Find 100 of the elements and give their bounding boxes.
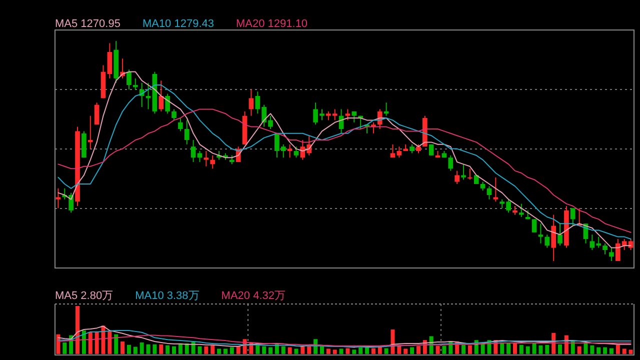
candlestick	[158, 80, 164, 112]
bar	[191, 342, 196, 354]
candlestick	[493, 176, 498, 202]
candlestick	[184, 120, 190, 145]
bar	[404, 348, 408, 354]
bar	[371, 348, 376, 354]
bar	[268, 347, 273, 354]
bar	[230, 347, 234, 354]
bar	[172, 346, 176, 354]
candlestick	[371, 122, 376, 134]
bar	[94, 332, 99, 354]
bar	[590, 345, 594, 354]
text: MA20 4.32万	[221, 290, 286, 302]
candlestick	[94, 102, 100, 126]
bar	[210, 345, 215, 354]
bar	[410, 347, 414, 354]
candlestick	[461, 164, 466, 180]
candlestick	[204, 150, 209, 167]
bar	[262, 346, 266, 354]
candlestick	[178, 118, 183, 132]
bar	[442, 346, 446, 354]
bar	[184, 343, 189, 354]
bar	[622, 348, 626, 354]
bar	[346, 348, 350, 354]
bar	[281, 346, 286, 354]
candlestick	[390, 144, 396, 158]
bar	[326, 348, 330, 354]
candlestick	[172, 108, 176, 121]
bar	[436, 346, 440, 354]
bar	[166, 345, 170, 354]
candlestick	[532, 218, 537, 233]
bar	[288, 347, 292, 354]
candlestick	[486, 186, 492, 200]
candlestick	[538, 223, 544, 244]
candlestick	[210, 154, 216, 170]
text: MA5 1270.95	[55, 18, 120, 30]
bar	[332, 350, 337, 354]
bar	[616, 344, 620, 354]
bar	[506, 342, 511, 354]
bar	[62, 342, 67, 354]
text: MA5 2.80万	[55, 290, 114, 302]
bar	[512, 342, 517, 354]
candlestick	[197, 150, 202, 162]
candlestick	[519, 203, 524, 218]
candlestick	[558, 223, 562, 246]
bar	[596, 347, 601, 354]
bar	[462, 344, 466, 354]
bar	[358, 347, 363, 354]
bar	[570, 342, 575, 354]
bar	[217, 348, 222, 354]
bar	[76, 306, 80, 354]
text: MA10 1279.43	[142, 18, 214, 30]
candlestick	[551, 214, 556, 262]
candlestick	[448, 154, 454, 172]
text: MA20 1291.10	[236, 18, 308, 30]
bar	[300, 346, 305, 354]
candlestick	[88, 115, 93, 150]
bar	[204, 346, 208, 354]
bar	[532, 343, 536, 354]
candlestick	[133, 78, 138, 90]
bar	[339, 348, 344, 354]
bar	[320, 346, 324, 354]
bar	[178, 343, 182, 354]
candlestick	[107, 42, 112, 79]
bar	[152, 344, 157, 354]
bar	[416, 346, 420, 354]
candlestick	[570, 208, 576, 226]
bar	[307, 346, 312, 354]
bar	[545, 344, 550, 354]
bar	[108, 330, 112, 354]
bar	[114, 334, 118, 354]
bar	[538, 345, 543, 354]
bar	[468, 345, 472, 354]
candlestick	[56, 188, 61, 209]
bar	[384, 348, 388, 354]
bar	[526, 346, 530, 354]
bar	[256, 345, 260, 354]
bar	[603, 347, 608, 354]
bar	[120, 342, 125, 354]
bar	[236, 346, 240, 354]
bar	[558, 344, 562, 354]
candlestick	[190, 140, 196, 162]
bar	[577, 346, 582, 354]
bar	[146, 344, 150, 354]
bar	[56, 334, 60, 354]
bar	[126, 344, 131, 354]
candlestick	[454, 170, 460, 184]
candlestick	[248, 88, 254, 116]
candlestick	[165, 93, 170, 114]
bar	[88, 332, 92, 354]
candlestick	[602, 242, 608, 255]
bar	[519, 344, 524, 354]
candlestick	[468, 168, 472, 180]
candlestick	[544, 234, 550, 248]
bar	[223, 348, 228, 354]
bar	[628, 350, 633, 354]
candlestick	[396, 146, 402, 158]
bar	[294, 348, 298, 354]
bar	[480, 343, 485, 354]
bar	[133, 346, 138, 354]
